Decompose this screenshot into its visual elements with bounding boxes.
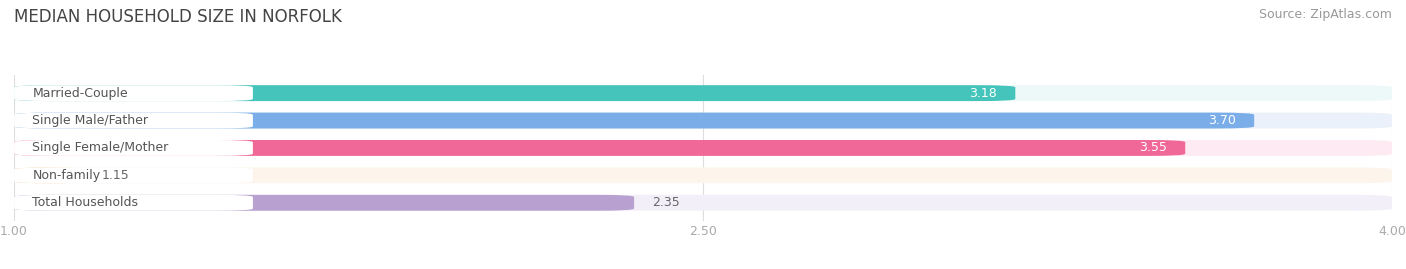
FancyBboxPatch shape (14, 85, 1392, 101)
Text: 3.55: 3.55 (1139, 141, 1167, 154)
Text: Single Male/Father: Single Male/Father (32, 114, 149, 127)
Text: 2.35: 2.35 (652, 196, 681, 209)
Text: 1.15: 1.15 (101, 169, 129, 182)
FancyBboxPatch shape (14, 140, 1392, 156)
Text: Single Female/Mother: Single Female/Mother (32, 141, 169, 154)
FancyBboxPatch shape (14, 167, 1392, 183)
Text: Married-Couple: Married-Couple (32, 87, 128, 100)
Text: MEDIAN HOUSEHOLD SIZE IN NORFOLK: MEDIAN HOUSEHOLD SIZE IN NORFOLK (14, 8, 342, 26)
FancyBboxPatch shape (14, 140, 1185, 156)
Text: Total Households: Total Households (32, 196, 138, 209)
FancyBboxPatch shape (14, 167, 83, 183)
Text: 3.70: 3.70 (1208, 114, 1236, 127)
Text: 3.18: 3.18 (969, 87, 997, 100)
FancyBboxPatch shape (14, 195, 253, 211)
FancyBboxPatch shape (14, 167, 253, 183)
FancyBboxPatch shape (14, 140, 253, 156)
Text: Non-family: Non-family (32, 169, 101, 182)
FancyBboxPatch shape (14, 195, 1392, 211)
FancyBboxPatch shape (14, 85, 1015, 101)
FancyBboxPatch shape (14, 113, 253, 129)
FancyBboxPatch shape (14, 195, 634, 211)
FancyBboxPatch shape (14, 113, 1392, 129)
FancyBboxPatch shape (14, 113, 1254, 129)
FancyBboxPatch shape (14, 85, 253, 101)
Text: Source: ZipAtlas.com: Source: ZipAtlas.com (1258, 8, 1392, 21)
